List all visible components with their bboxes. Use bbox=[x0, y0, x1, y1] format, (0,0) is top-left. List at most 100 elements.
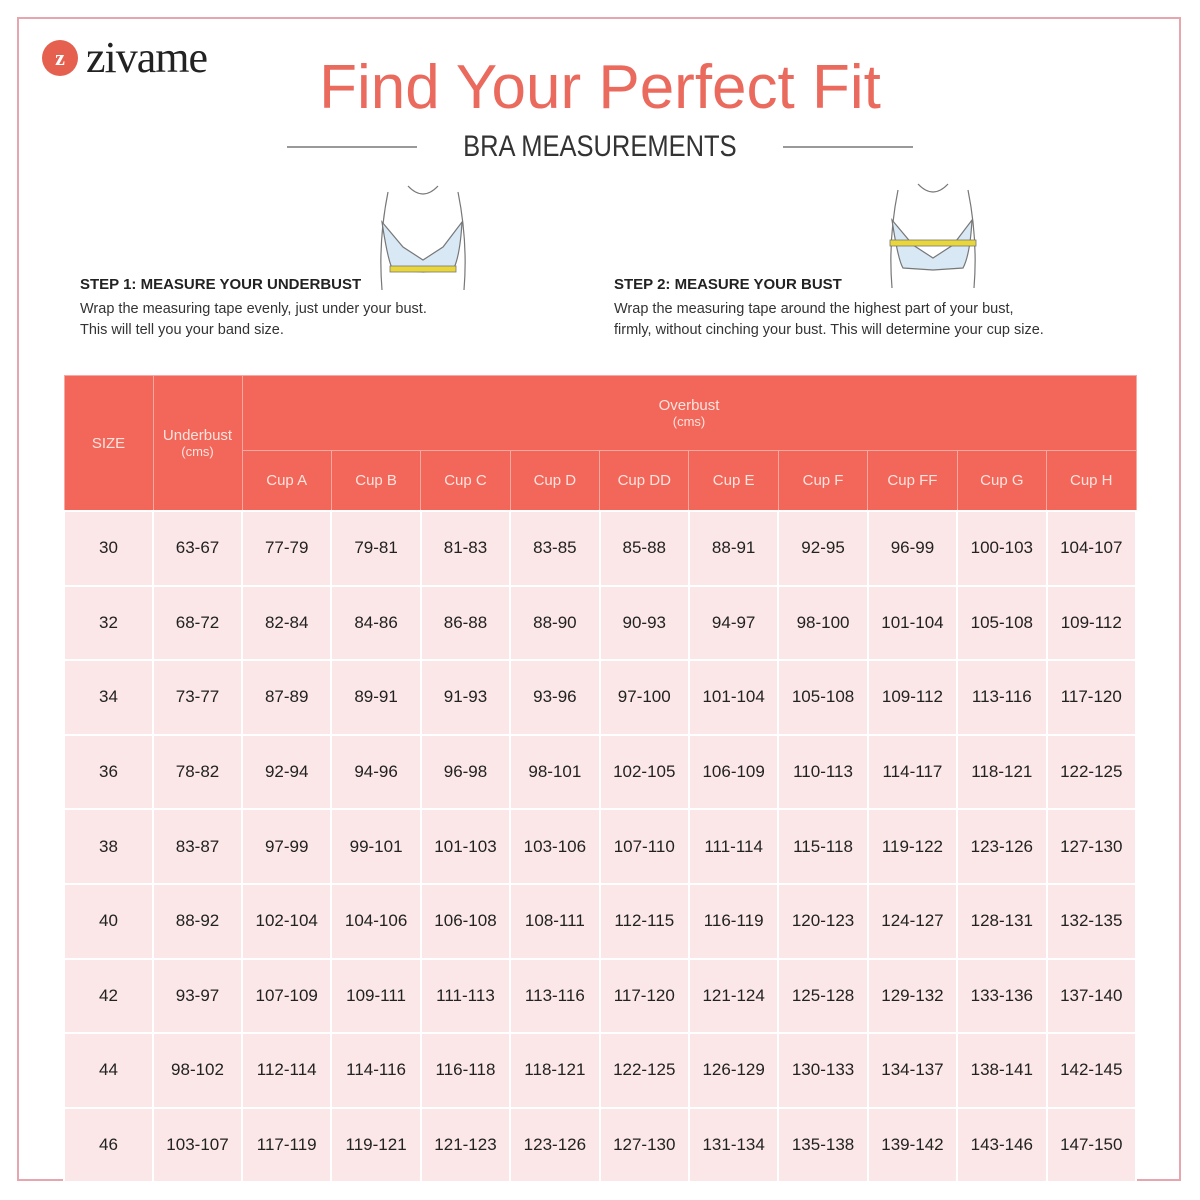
size-cell: 34 bbox=[63, 659, 154, 736]
logo-text: zivame bbox=[86, 33, 208, 82]
overbust-cell: 134-137 bbox=[866, 1032, 959, 1109]
overbust-cell: 109-111 bbox=[330, 957, 422, 1035]
overbust-cell: 93-96 bbox=[509, 659, 601, 736]
overbust-cell: 99-101 bbox=[330, 808, 422, 885]
table-row: 34 73-77 87-89 89-91 91-93 93-96 97-100 101-104… bbox=[63, 659, 1138, 736]
underbust-header: Underbust (cms) bbox=[152, 375, 243, 512]
cup-header: Cup A bbox=[241, 450, 332, 512]
overbust-cell: 91-93 bbox=[419, 659, 512, 736]
overbust-cell: 117-120 bbox=[1045, 659, 1138, 736]
overbust-cell: 112-114 bbox=[240, 1032, 333, 1109]
step-1-line-2: This will tell you your band size. bbox=[80, 322, 284, 338]
overbust-cell: 81-83 bbox=[419, 510, 512, 587]
overbust-cell: 114-117 bbox=[866, 733, 959, 811]
overbust-cell: 98-101 bbox=[509, 733, 601, 811]
table-row: 32 68-72 82-84 84-86 86-88 88-90 90-93 94-97 98-… bbox=[63, 584, 1138, 662]
overbust-cell: 147-150 bbox=[1045, 1106, 1138, 1184]
underbust-cell: 88-92 bbox=[152, 882, 243, 960]
size-cell: 46 bbox=[63, 1106, 154, 1184]
zivame-logo: z zivame bbox=[42, 33, 208, 82]
overbust-cell: 84-86 bbox=[330, 584, 422, 662]
size-header: SIZE bbox=[63, 375, 154, 512]
overbust-cell: 105-108 bbox=[777, 659, 869, 736]
overbust-cell: 125-128 bbox=[777, 957, 869, 1035]
overbust-cell: 119-122 bbox=[866, 808, 959, 885]
overbust-cell: 132-135 bbox=[1045, 882, 1138, 960]
subtitle-row: BRA MEASUREMENTS bbox=[0, 130, 1200, 164]
overbust-cell: 97-100 bbox=[598, 659, 690, 736]
overbust-cell: 118-121 bbox=[956, 733, 1048, 811]
overbust-cell: 120-123 bbox=[777, 882, 869, 960]
overbust-cell: 104-107 bbox=[1045, 510, 1138, 587]
divider bbox=[782, 146, 913, 148]
cup-header: Cup F bbox=[777, 450, 869, 512]
overbust-cell: 82-84 bbox=[240, 584, 333, 662]
overbust-cell: 96-98 bbox=[419, 733, 512, 811]
size-cell: 30 bbox=[63, 510, 154, 587]
overbust-cell: 118-121 bbox=[509, 1032, 601, 1109]
overbust-cell: 101-104 bbox=[866, 584, 959, 662]
overbust-cell: 96-99 bbox=[866, 510, 959, 587]
overbust-cell: 102-104 bbox=[240, 882, 333, 960]
overbust-cell: 101-104 bbox=[687, 659, 780, 736]
size-cell: 40 bbox=[63, 882, 154, 960]
logo-mark-icon: z bbox=[42, 40, 78, 76]
overbust-cell: 123-126 bbox=[956, 808, 1048, 885]
overbust-cell: 109-112 bbox=[1045, 584, 1138, 662]
overbust-cell: 127-130 bbox=[598, 1106, 690, 1184]
overbust-cell: 104-106 bbox=[330, 882, 422, 960]
overbust-cell: 114-116 bbox=[330, 1032, 422, 1109]
overbust-cell: 110-113 bbox=[777, 733, 869, 811]
overbust-cell: 143-146 bbox=[956, 1106, 1048, 1184]
overbust-cell: 105-108 bbox=[956, 584, 1048, 662]
overbust-header: Overbust (cms) bbox=[241, 375, 1137, 451]
table-row: 30 63-67 77-79 79-81 81-83 83-85 85-88 88-91 92-… bbox=[63, 510, 1138, 587]
overbust-cell: 107-109 bbox=[240, 957, 333, 1035]
page-title: Find Your Perfect Fit bbox=[319, 53, 881, 122]
overbust-cell: 88-90 bbox=[509, 584, 601, 662]
underbust-cell: 78-82 bbox=[152, 733, 243, 811]
cup-header: Cup B bbox=[330, 450, 422, 512]
size-cell: 32 bbox=[63, 584, 154, 662]
overbust-cell: 123-126 bbox=[509, 1106, 601, 1184]
overbust-cell: 107-110 bbox=[598, 808, 690, 885]
underbust-cell: 73-77 bbox=[152, 659, 243, 736]
size-cell: 36 bbox=[63, 733, 154, 811]
underbust-cell: 103-107 bbox=[152, 1106, 243, 1184]
underbust-illustration-icon bbox=[380, 185, 466, 291]
step-2-line-1: Wrap the measuring tape around the highe… bbox=[614, 301, 1014, 317]
underbust-cell: 68-72 bbox=[152, 584, 243, 662]
table-row: 44 98-102 112-114 114-116 116-118 118-121 122-… bbox=[63, 1032, 1138, 1109]
cup-header: Cup DD bbox=[599, 450, 690, 512]
overbust-cell: 94-97 bbox=[687, 584, 780, 662]
step-1-line-1: Wrap the measuring tape evenly, just und… bbox=[80, 301, 427, 317]
overbust-cell: 127-130 bbox=[1045, 808, 1138, 885]
overbust-cell: 142-145 bbox=[1045, 1032, 1138, 1109]
overbust-cell: 121-123 bbox=[419, 1106, 512, 1184]
overbust-cell: 113-116 bbox=[956, 659, 1048, 736]
cup-header: Cup H bbox=[1046, 450, 1137, 512]
table-row: 36 78-82 92-94 94-96 96-98 98-101 102-105 106-1… bbox=[63, 733, 1138, 811]
overbust-cell: 92-94 bbox=[240, 733, 333, 811]
divider bbox=[287, 146, 418, 148]
size-cell: 38 bbox=[63, 808, 154, 885]
overbust-cell: 92-95 bbox=[777, 510, 869, 587]
table-row: 38 83-87 97-99 99-101 101-103 103-106 107-110 1… bbox=[63, 808, 1138, 885]
overbust-cell: 109-112 bbox=[866, 659, 959, 736]
overbust-cell: 122-125 bbox=[1045, 733, 1138, 811]
overbust-cell: 139-142 bbox=[866, 1106, 959, 1184]
overbust-cell: 138-141 bbox=[956, 1032, 1048, 1109]
overbust-cell: 135-138 bbox=[777, 1106, 869, 1184]
step-1-heading: STEP 1: MEASURE YOUR UNDERBUST bbox=[80, 276, 362, 293]
overbust-cell: 103-106 bbox=[509, 808, 601, 885]
table-row: 46 103-107 117-119 119-121 121-123 123-126 127… bbox=[63, 1106, 1138, 1184]
overbust-cell: 111-114 bbox=[687, 808, 780, 885]
step-2-line-2: firmly, without cinching your bust. This… bbox=[614, 322, 1044, 338]
overbust-cell: 106-108 bbox=[419, 882, 512, 960]
table-row: 40 88-92 102-104 104-106 106-108 108-111 112-1… bbox=[63, 882, 1138, 960]
overbust-cell: 102-105 bbox=[598, 733, 690, 811]
overbust-cell: 116-119 bbox=[687, 882, 780, 960]
overbust-cell: 100-103 bbox=[956, 510, 1048, 587]
overbust-cell: 124-127 bbox=[866, 882, 959, 960]
page-subtitle: BRA MEASUREMENTS bbox=[463, 130, 737, 163]
